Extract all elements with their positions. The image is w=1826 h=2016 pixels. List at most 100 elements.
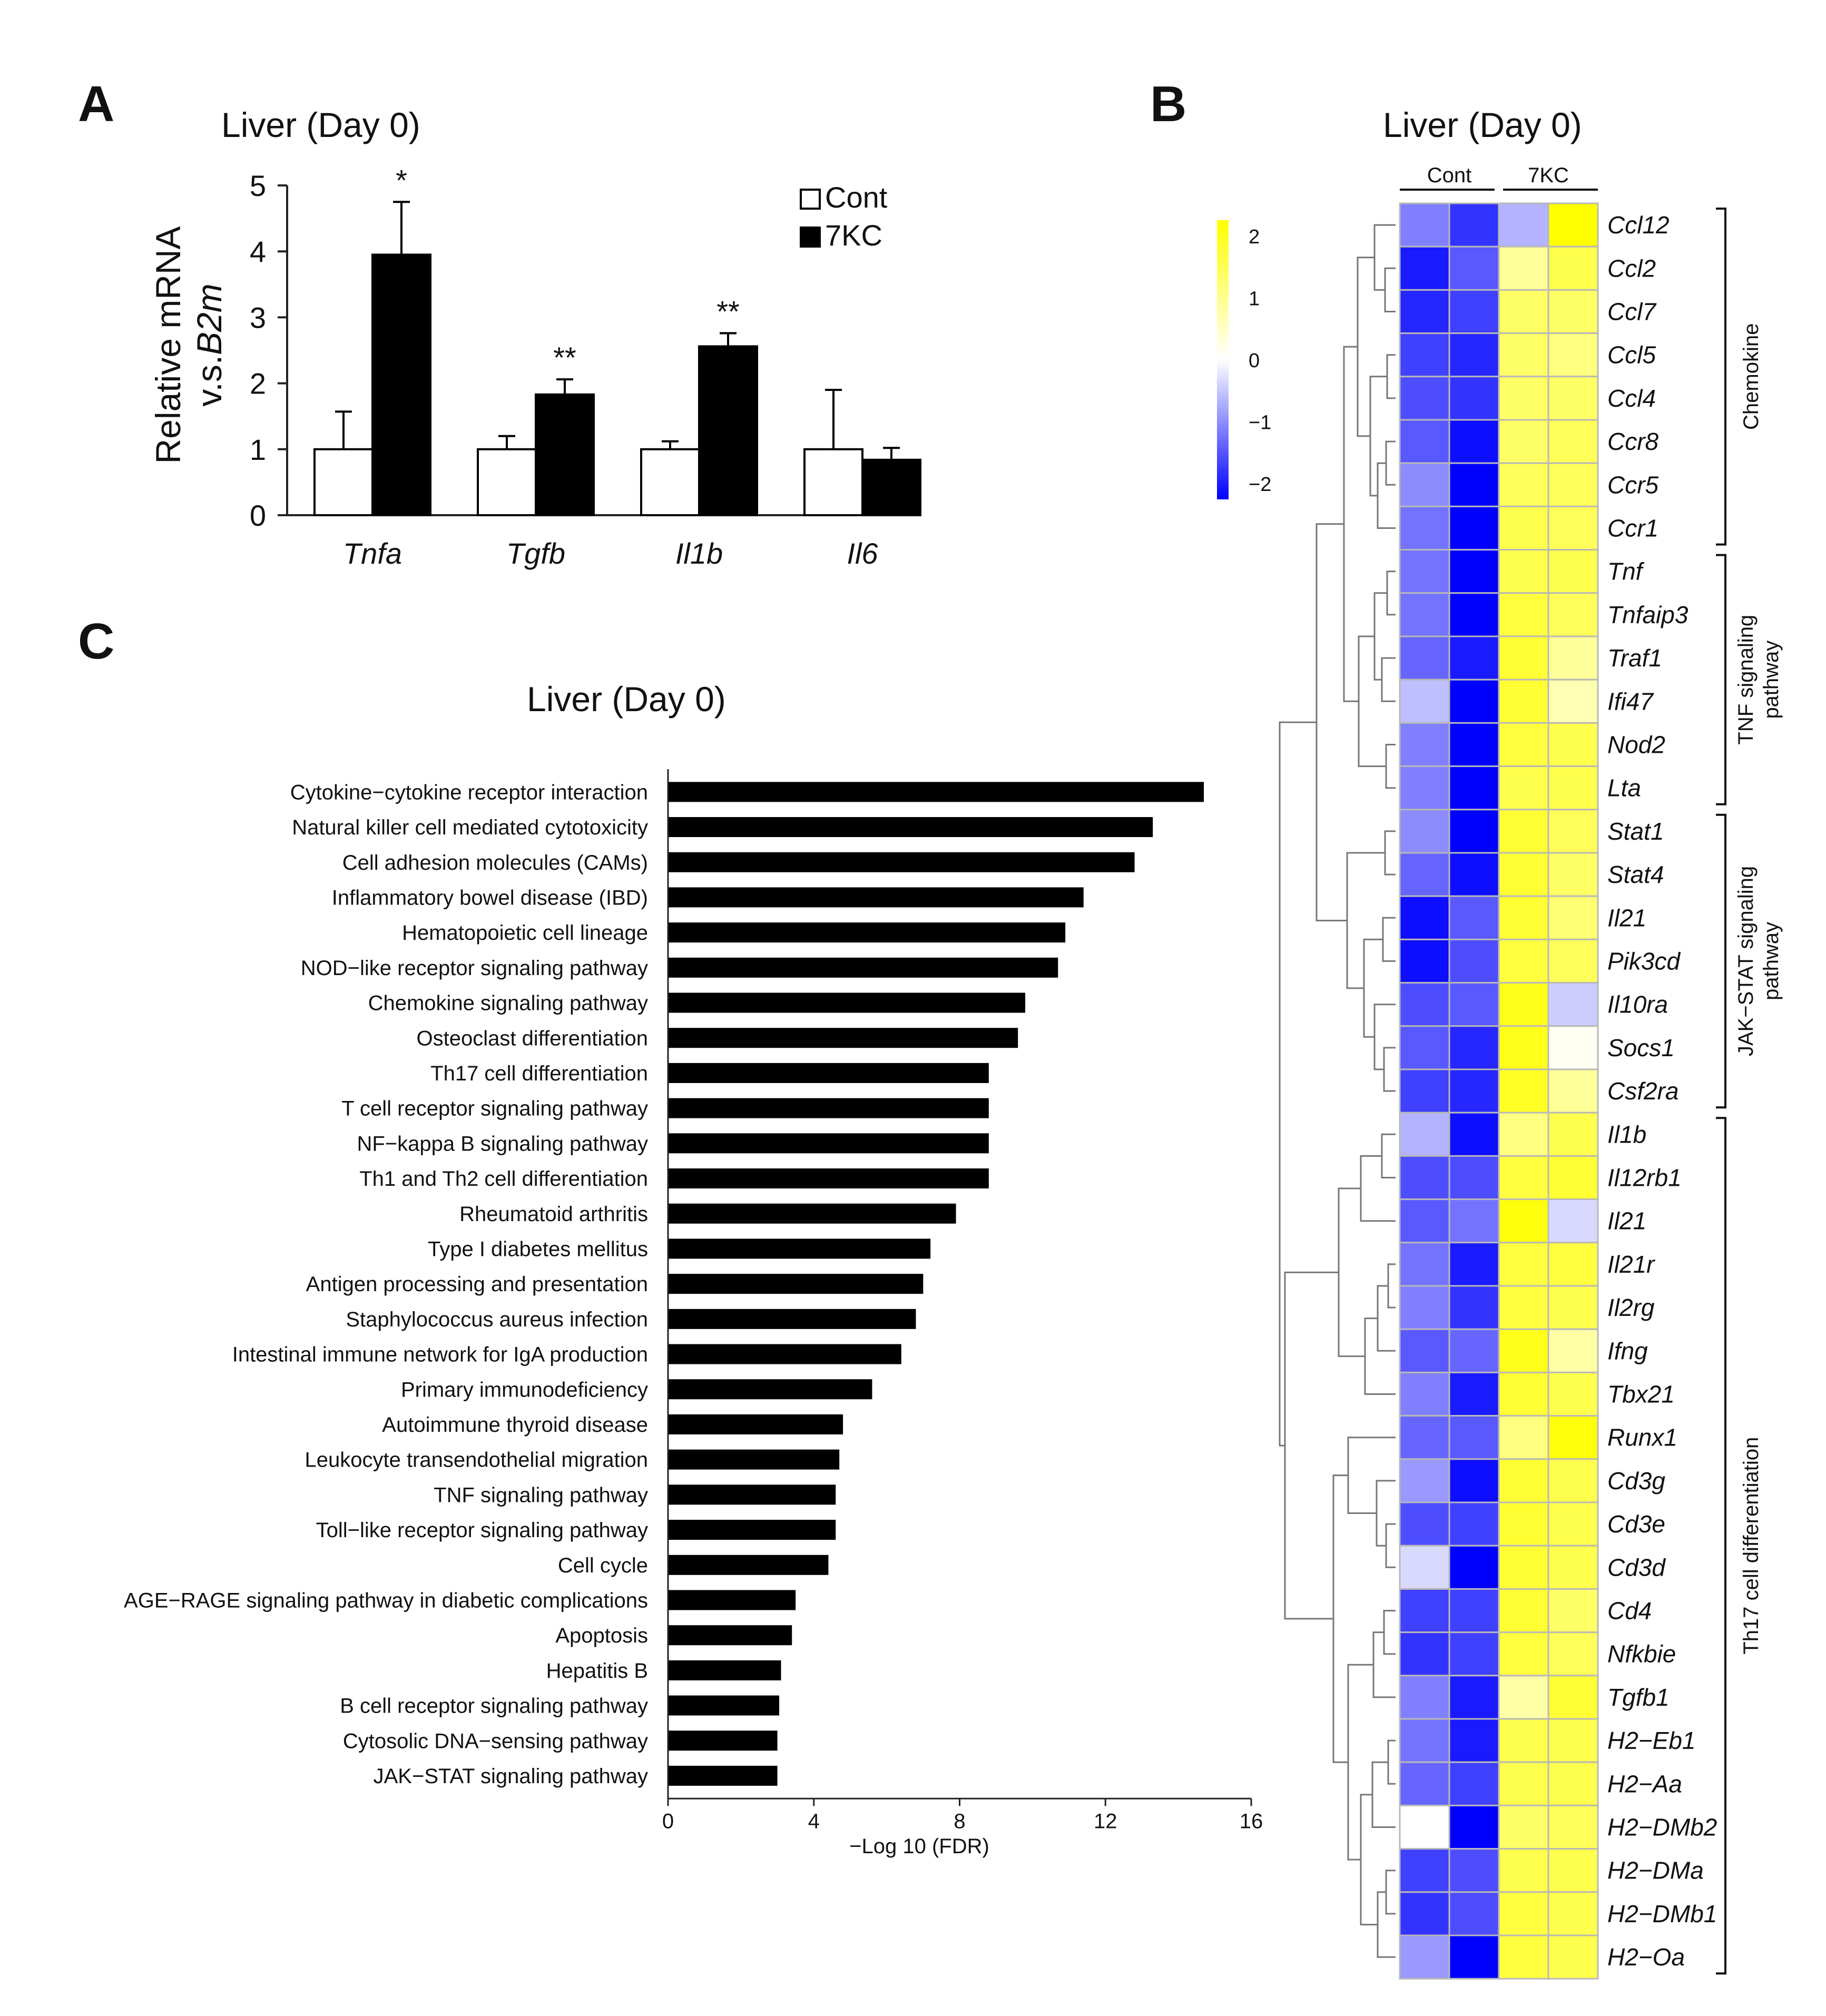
heatmap-cell	[1547, 722, 1599, 768]
panel-c-bar	[668, 1414, 843, 1434]
heatmap-cell	[1547, 1545, 1599, 1590]
heatmap-cell	[1547, 982, 1599, 1027]
heatmap-cell	[1448, 1458, 1500, 1503]
panel-c-category-label: NOD−like receptor signaling pathway	[301, 957, 648, 980]
heatmap-cell	[1547, 376, 1599, 421]
heatmap-cell	[1547, 245, 1599, 291]
heatmap-gene-label: Il21r	[1607, 1251, 1655, 1278]
panel-c-bar	[668, 1484, 836, 1505]
panel-a-bar	[698, 345, 758, 516]
dendrogram-link	[1364, 1317, 1396, 1395]
heatmap-cell	[1448, 635, 1500, 681]
heatmap-cell	[1448, 245, 1500, 291]
panel-a-significance: **	[716, 294, 740, 328]
heatmap-cell	[1498, 1631, 1549, 1677]
pathway-bracket	[1716, 1117, 1726, 1975]
heatmap-cell	[1547, 1934, 1599, 1980]
heatmap-cell	[1547, 592, 1599, 637]
panel-c-bar	[668, 1765, 778, 1786]
heatmap-cell	[1498, 1285, 1549, 1330]
panel-c-bars: Cytokine−cytokine receptor interaction Na…	[124, 781, 1204, 1788]
panel-c-bar	[668, 1309, 916, 1329]
heatmap-gene-label: Ccr1	[1607, 515, 1658, 542]
heatmap-cell	[1547, 809, 1599, 854]
heatmap-cell	[1498, 1025, 1549, 1070]
heatmap-cell	[1399, 852, 1450, 897]
heatmap-cell	[1498, 982, 1549, 1027]
panel-a-bar	[477, 448, 537, 516]
heatmap-cell	[1399, 1675, 1450, 1720]
heatmap-cell	[1448, 1804, 1500, 1850]
panel-a-category-label: Il6	[847, 537, 878, 570]
panel-c-category-label: Hepatitis B	[546, 1659, 648, 1683]
heatmap-gene-label: Nod2	[1607, 731, 1665, 759]
heatmap-gene-label: Ccl7	[1607, 298, 1656, 326]
heatmap-gene-label: Stat4	[1607, 861, 1664, 888]
heatmap-gene-label: Traf1	[1607, 644, 1662, 672]
heatmap-gene-label: Pik3cd	[1607, 948, 1681, 975]
heatmap-cell	[1399, 1155, 1450, 1201]
heatmap-gene-label: Ccl2	[1607, 254, 1656, 282]
heatmap-gene-label: Ccr8	[1607, 428, 1659, 455]
panel-c-category-label: Apoptosis	[555, 1624, 648, 1647]
heatmap-cell	[1547, 1501, 1599, 1547]
heatmap-gene-label: Cd4	[1607, 1597, 1652, 1625]
heatmap-cell	[1547, 1112, 1599, 1157]
heatmap-cell	[1547, 1848, 1599, 1893]
panel-a-y-tick-label: 4	[250, 235, 266, 268]
panel-a-ylabel-line2: v.s.	[190, 355, 229, 407]
heatmap-gene-label: Tnfaip3	[1607, 601, 1688, 628]
heatmap-gene-label: Tnf	[1607, 558, 1645, 585]
panel-c-category-label: Staphylococcus aureus infection	[346, 1308, 648, 1331]
heatmap-cell	[1448, 1068, 1500, 1114]
heatmap-cell	[1448, 1415, 1500, 1460]
heatmap-cell	[1547, 1285, 1599, 1330]
heatmap-cell	[1399, 982, 1450, 1027]
panel-c-bar	[668, 852, 1135, 872]
heatmap-cell	[1448, 1848, 1500, 1893]
heatmap-cell	[1498, 1718, 1549, 1763]
heatmap-cell	[1448, 289, 1500, 335]
heatmap-cell	[1399, 1068, 1450, 1114]
heatmap-cell	[1399, 1458, 1450, 1503]
heatmap-cell	[1498, 1371, 1549, 1417]
dendrogram-link	[1343, 346, 1359, 702]
heatmap-cell	[1498, 1112, 1549, 1157]
heatmap-cell	[1547, 419, 1599, 464]
dendrogram-link	[1373, 1004, 1396, 1070]
pathway-bracket	[1716, 554, 1726, 805]
panel-c-category-label: Intestinal immune network for IgA produc…	[232, 1343, 648, 1366]
colorbar-tick-label: −1	[1249, 412, 1271, 434]
heatmap-cell	[1448, 809, 1500, 854]
heatmap-cell	[1498, 245, 1549, 291]
panel-c-category-label: Cytokine−cytokine receptor interaction	[290, 781, 648, 804]
dendrogram-link	[1385, 1523, 1396, 1568]
heatmap-cell	[1547, 1198, 1599, 1244]
colorbar-tick-label: 1	[1249, 288, 1260, 310]
heatmap-gene-label: Cd3g	[1607, 1467, 1665, 1494]
panel-a-y-tick-label: 5	[250, 169, 266, 202]
panel-c-bar	[668, 1203, 956, 1224]
heatmap-gene-label: Cd3d	[1607, 1553, 1666, 1581]
heatmap-cell	[1399, 678, 1450, 724]
pathway-label-line1: JAK−STAT signaling	[1734, 866, 1758, 1056]
panel-c-x-tick-label: 12	[1094, 1810, 1117, 1833]
dendrogram-link	[1347, 1437, 1396, 1515]
heatmap-cell	[1448, 1761, 1500, 1806]
panel-c-bar	[668, 1449, 840, 1470]
panel-c-bar	[668, 1344, 901, 1364]
heatmap-cell	[1547, 852, 1599, 897]
heatmap-gene-label: Lta	[1607, 774, 1641, 802]
heatmap-cell	[1399, 1891, 1450, 1936]
heatmap-gene-label: Ccr5	[1607, 471, 1659, 498]
panel-a-ylabel-2: v.s.B2m	[190, 283, 229, 407]
panel-c-axes: 0 4 8 12 16	[662, 769, 1263, 1833]
panel-c-category-label: Th1 and Th2 cell differentiation	[359, 1167, 648, 1191]
heatmap-cell	[1448, 505, 1500, 551]
heatmap-gene-label: Ccl5	[1607, 341, 1656, 369]
heatmap-cell	[1448, 722, 1500, 768]
panel-c-category-label: Hematopoietic cell lineage	[402, 921, 648, 945]
panel-a-bars: * Tnfa ** Tgfb ** Il1b Il6	[313, 163, 921, 570]
heatmap-cell	[1448, 982, 1500, 1027]
heatmap-gene-label: Il21	[1607, 1207, 1646, 1235]
